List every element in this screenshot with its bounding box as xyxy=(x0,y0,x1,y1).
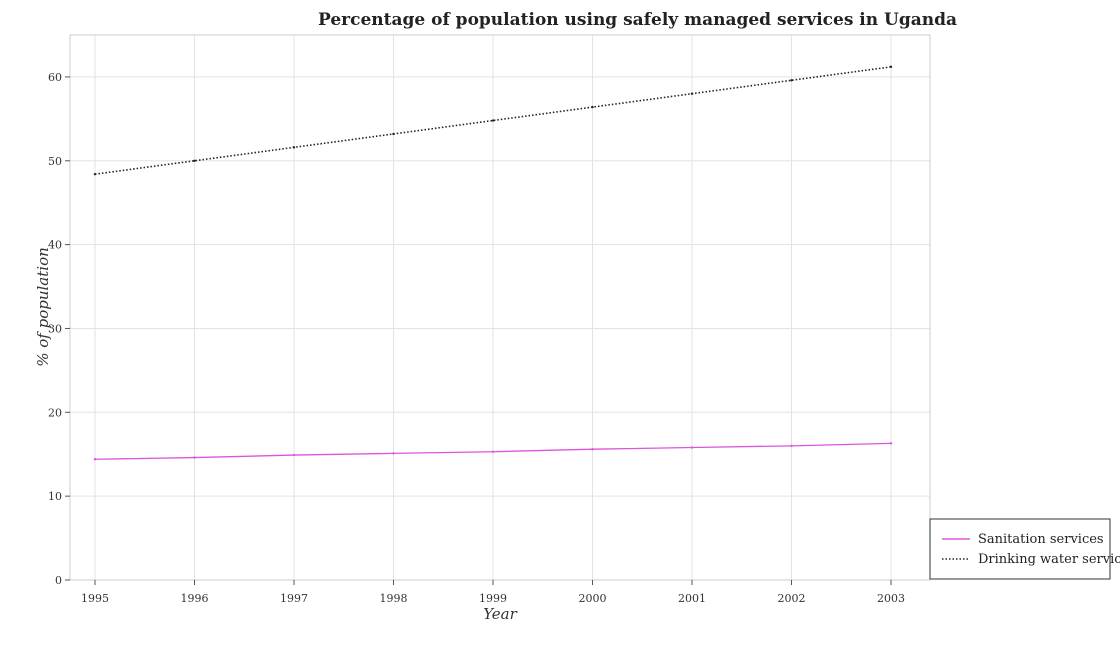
grid-lines xyxy=(70,35,930,581)
data-point xyxy=(491,119,495,122)
data-point xyxy=(292,146,296,149)
x-tick-label: 2003 xyxy=(877,592,905,605)
x-axis-title: Year xyxy=(483,605,517,623)
data-point xyxy=(591,105,594,109)
y-axis: 0 10 20 30 40 50 60 xyxy=(48,71,70,587)
data-point xyxy=(392,132,395,136)
data-point xyxy=(591,448,594,451)
data-point xyxy=(491,450,495,453)
y-tick-label: 30 xyxy=(48,322,62,335)
data-point xyxy=(193,456,196,459)
data-point xyxy=(790,444,793,448)
x-tick-label: 1996 xyxy=(181,592,209,605)
legend: Sanitation services Drinking water servic… xyxy=(929,518,1120,580)
x-axis: 1995 1996 1997 1998 1999 2000 2001 2002 2003 xyxy=(81,580,905,605)
x-tick-label: 1995 xyxy=(81,592,109,605)
x-tick-label: 2002 xyxy=(778,592,806,605)
data-point xyxy=(889,442,893,445)
y-tick-label: 40 xyxy=(48,239,62,252)
x-tick-label: 1997 xyxy=(280,592,308,605)
data-point xyxy=(889,65,893,69)
data-point xyxy=(93,172,97,176)
series-line-1 xyxy=(94,66,892,175)
y-tick-label: 0 xyxy=(55,574,62,587)
data-point xyxy=(93,458,97,461)
series-group xyxy=(93,65,893,461)
x-tick-label: 2001 xyxy=(678,592,706,605)
y-tick-label: 10 xyxy=(48,490,62,503)
x-tick-label: 2000 xyxy=(579,592,607,605)
y-tick-label: 60 xyxy=(48,71,62,84)
x-tick-label: 1999 xyxy=(479,592,507,605)
legend-box xyxy=(929,518,1111,580)
chart-title: Percentage of population using safely ma… xyxy=(318,10,957,30)
x-tick-label: 1998 xyxy=(380,592,408,605)
data-point xyxy=(392,452,395,455)
y-axis-title: % of population xyxy=(34,247,52,367)
y-tick-label: 50 xyxy=(48,155,62,168)
data-point xyxy=(292,453,296,457)
plot-area-frame xyxy=(69,34,931,581)
legend-label: Sanitation services xyxy=(978,532,1104,547)
y-tick-label: 20 xyxy=(48,406,62,419)
data-point xyxy=(193,159,196,162)
legend-label: Drinking water services xyxy=(978,552,1120,567)
data-point xyxy=(790,79,793,82)
data-point xyxy=(690,446,694,449)
data-point xyxy=(690,92,694,95)
